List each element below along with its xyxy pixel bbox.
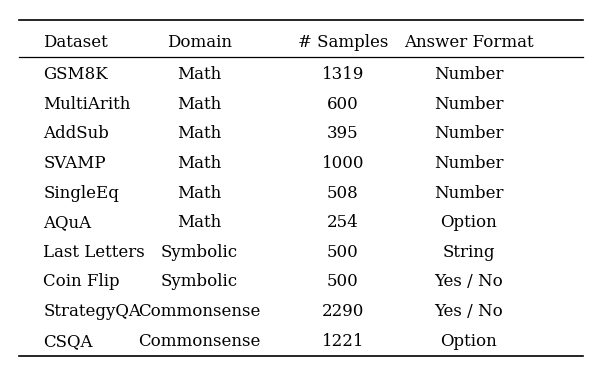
Text: Math: Math	[177, 155, 222, 172]
Text: Number: Number	[434, 155, 503, 172]
Text: Symbolic: Symbolic	[161, 244, 238, 261]
Text: StrategyQA: StrategyQA	[43, 303, 141, 320]
Text: Coin Flip: Coin Flip	[43, 274, 120, 290]
Text: # Samples: # Samples	[298, 34, 388, 51]
Text: 254: 254	[327, 214, 359, 231]
Text: Answer Format: Answer Format	[404, 34, 533, 51]
Text: 500: 500	[327, 274, 359, 290]
Text: Last Letters: Last Letters	[43, 244, 145, 261]
Text: Math: Math	[177, 66, 222, 83]
Text: Number: Number	[434, 185, 503, 202]
Text: AddSub: AddSub	[43, 125, 109, 142]
Text: MultiArith: MultiArith	[43, 96, 131, 113]
Text: 500: 500	[327, 244, 359, 261]
Text: Yes / No: Yes / No	[435, 274, 503, 290]
Text: GSM8K: GSM8K	[43, 66, 108, 83]
Text: SVAMP: SVAMP	[43, 155, 106, 172]
Text: AQuA: AQuA	[43, 214, 92, 231]
Text: Option: Option	[441, 332, 497, 350]
Text: Math: Math	[177, 125, 222, 142]
Text: Math: Math	[177, 214, 222, 231]
Text: Yes / No: Yes / No	[435, 303, 503, 320]
Text: 1319: 1319	[321, 66, 364, 83]
Text: Dataset: Dataset	[43, 34, 108, 51]
Text: Number: Number	[434, 66, 503, 83]
Text: Math: Math	[177, 96, 222, 113]
Text: Number: Number	[434, 96, 503, 113]
Text: Option: Option	[441, 214, 497, 231]
Text: 1221: 1221	[321, 332, 364, 350]
Text: Symbolic: Symbolic	[161, 274, 238, 290]
Text: Number: Number	[434, 125, 503, 142]
Text: 395: 395	[327, 125, 359, 142]
Text: Domain: Domain	[167, 34, 232, 51]
Text: 600: 600	[327, 96, 359, 113]
Text: Commonsense: Commonsense	[138, 303, 260, 320]
Text: Commonsense: Commonsense	[138, 332, 260, 350]
Text: Math: Math	[177, 185, 222, 202]
Text: 2290: 2290	[321, 303, 364, 320]
Text: CSQA: CSQA	[43, 332, 93, 350]
Text: SingleEq: SingleEq	[43, 185, 119, 202]
Text: String: String	[442, 244, 495, 261]
Text: 1000: 1000	[321, 155, 364, 172]
Text: 508: 508	[327, 185, 359, 202]
